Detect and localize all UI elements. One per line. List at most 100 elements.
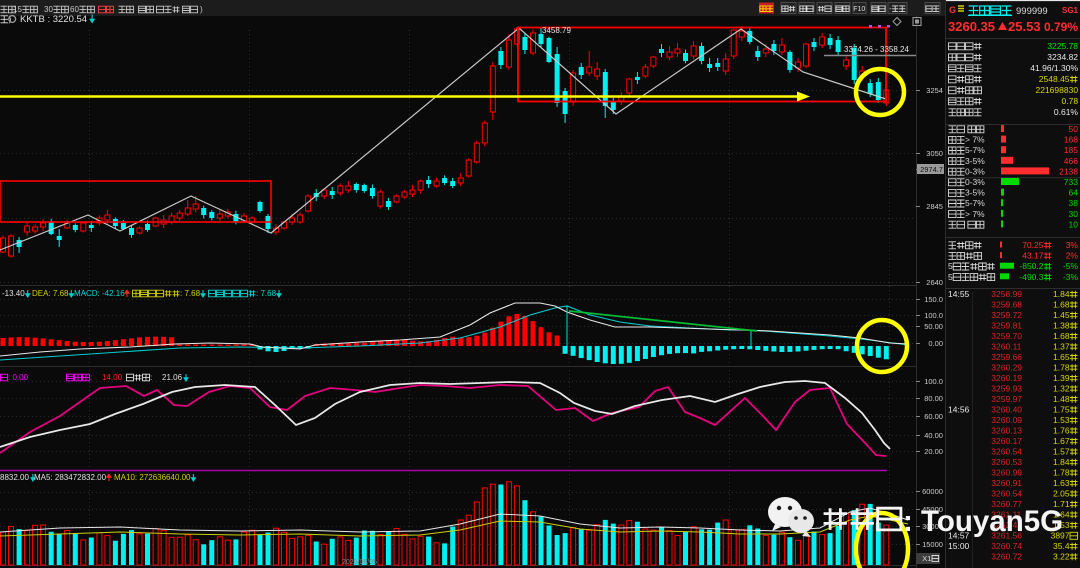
svg-text:3458.79: 3458.79 (542, 26, 571, 35)
svg-text:5-7%: 5-7% (965, 198, 985, 208)
svg-text:60.00: 60.00 (924, 412, 943, 421)
svg-text:-3%: -3% (1063, 272, 1079, 282)
svg-text:1.63: 1.63 (1053, 478, 1070, 488)
svg-text:: Touyan5G: : Touyan5G (903, 505, 1063, 538)
svg-text:3259.97: 3259.97 (991, 394, 1022, 404)
svg-text:0.79%: 0.79% (1044, 20, 1078, 34)
svg-text::: : (150, 373, 152, 382)
svg-text:64: 64 (1069, 188, 1079, 198)
svg-text:1.76: 1.76 (1053, 426, 1070, 436)
svg-text:3260.11: 3260.11 (991, 342, 1021, 352)
svg-text:3259.72: 3259.72 (991, 310, 1022, 320)
svg-text:3%: 3% (1066, 240, 1079, 250)
svg-text:1.67: 1.67 (1053, 436, 1070, 446)
svg-text:25.53: 25.53 (1008, 19, 1041, 34)
svg-text:30000: 30000 (922, 522, 943, 531)
svg-text:3260.72: 3260.72 (991, 552, 1022, 562)
svg-text:3261.11: 3261.11 (991, 510, 1021, 520)
svg-text:221698830: 221698830 (1036, 85, 1079, 95)
svg-text:3259.70: 3259.70 (991, 331, 1022, 341)
svg-text:999999: 999999 (1016, 6, 1048, 17)
svg-text:60: 60 (70, 5, 79, 14)
svg-text:2974.7: 2974.7 (920, 165, 943, 174)
svg-text:3260.54: 3260.54 (991, 489, 1022, 499)
svg-text:3261.56: 3261.56 (991, 531, 1022, 541)
svg-text:1.84: 1.84 (1053, 289, 1070, 299)
svg-text:50: 50 (1069, 124, 1079, 134)
svg-text:3258.99: 3258.99 (991, 289, 1022, 299)
svg-text:3260.74: 3260.74 (991, 541, 1022, 551)
svg-text:1.64: 1.64 (1053, 510, 1070, 520)
svg-text:1.68: 1.68 (1053, 331, 1070, 341)
svg-text:0-3%: 0-3% (965, 166, 985, 176)
svg-text:-490.3: -490.3 (1019, 272, 1043, 282)
svg-text:20.00: 20.00 (924, 447, 943, 456)
svg-text:1.53: 1.53 (1053, 415, 1070, 425)
svg-text:3260.29: 3260.29 (991, 363, 1022, 373)
svg-text:3260.40: 3260.40 (991, 405, 1022, 415)
svg-text:SG1: SG1 (1062, 6, 1079, 15)
svg-text:100.0: 100.0 (924, 377, 943, 386)
svg-text:3374.26 - 3358.24: 3374.26 - 3358.24 (844, 45, 909, 54)
svg-text:1.78: 1.78 (1053, 363, 1070, 373)
svg-text:1.48: 1.48 (1053, 394, 1070, 404)
svg-text:14:55: 14:55 (948, 289, 970, 299)
svg-text:1.37: 1.37 (1053, 342, 1070, 352)
svg-text:3-5%: 3-5% (965, 156, 985, 166)
svg-text:2138: 2138 (1059, 166, 1078, 176)
svg-text:: 7.68: : 7.68 (180, 289, 201, 298)
svg-text:3-5%: 3-5% (965, 188, 985, 198)
svg-text:21.06: 21.06 (162, 373, 183, 382)
svg-text:50.00: 50.00 (924, 322, 943, 331)
svg-text:-850.2: -850.2 (1019, 261, 1043, 271)
svg-text:3897: 3897 (1051, 531, 1070, 541)
svg-text:: 7.68: : 7.68 (256, 289, 277, 298)
svg-text:3260.35: 3260.35 (948, 19, 995, 34)
svg-text:2640: 2640 (926, 278, 943, 287)
svg-text:-: - (889, 6, 892, 13)
svg-text:80.00: 80.00 (924, 394, 943, 403)
svg-text:2%: 2% (1066, 251, 1079, 261)
svg-text:8832.00: 8832.00 (0, 473, 29, 482)
svg-text:1.78: 1.78 (1053, 468, 1070, 478)
svg-text:0.00: 0.00 (928, 339, 943, 348)
svg-text:3225.78: 3225.78 (1047, 41, 1078, 51)
svg-text:1.39: 1.39 (1053, 373, 1070, 383)
svg-text:168: 168 (1064, 135, 1078, 145)
svg-text:3.22: 3.22 (1053, 552, 1070, 562)
svg-text:3260.19: 3260.19 (991, 373, 1022, 383)
svg-text:30: 30 (1069, 209, 1079, 219)
svg-text:0-3%: 0-3% (965, 177, 985, 187)
svg-text:100.0: 100.0 (924, 311, 943, 320)
svg-text:3259.66: 3259.66 (991, 352, 1022, 362)
svg-text:3259.68: 3259.68 (991, 300, 1022, 310)
svg-text:466: 466 (1064, 156, 1078, 166)
svg-text:5: 5 (948, 272, 953, 282)
svg-text:3260.91: 3260.91 (991, 478, 1022, 488)
svg-text:KKTB : 3220.54: KKTB : 3220.54 (20, 14, 87, 25)
svg-text:14.00: 14.00 (102, 373, 123, 382)
svg-text:2020/06/05: 2020/06/05 (342, 559, 377, 566)
svg-text:150.0: 150.0 (924, 295, 943, 304)
svg-text:5-7%: 5-7% (965, 145, 985, 155)
svg-text:1.71: 1.71 (1053, 499, 1070, 509)
svg-text:0.78: 0.78 (1062, 96, 1079, 106)
svg-text:1.68: 1.68 (1053, 300, 1070, 310)
svg-text:733: 733 (1064, 177, 1078, 187)
svg-text:MACD: -42.16: MACD: -42.16 (74, 289, 125, 298)
svg-text:30: 30 (44, 5, 53, 14)
svg-text:1.32: 1.32 (1053, 384, 1070, 394)
svg-text:1.75: 1.75 (1053, 405, 1070, 415)
svg-text:3259.81: 3259.81 (991, 321, 1022, 331)
svg-text:3259.93: 3259.93 (991, 384, 1022, 394)
svg-text:1.45: 1.45 (1053, 310, 1070, 320)
svg-text:): ) (9, 14, 12, 24)
svg-text:1.38: 1.38 (1053, 321, 1070, 331)
svg-text:3260.09: 3260.09 (991, 415, 1022, 425)
svg-text:70.25: 70.25 (1022, 240, 1044, 250)
svg-text:1.65: 1.65 (1053, 352, 1070, 362)
svg-text:60000: 60000 (922, 487, 943, 496)
svg-text:2548.45: 2548.45 (1039, 74, 1070, 84)
svg-text:15000: 15000 (922, 540, 943, 549)
svg-text:-5%: -5% (1063, 261, 1079, 271)
